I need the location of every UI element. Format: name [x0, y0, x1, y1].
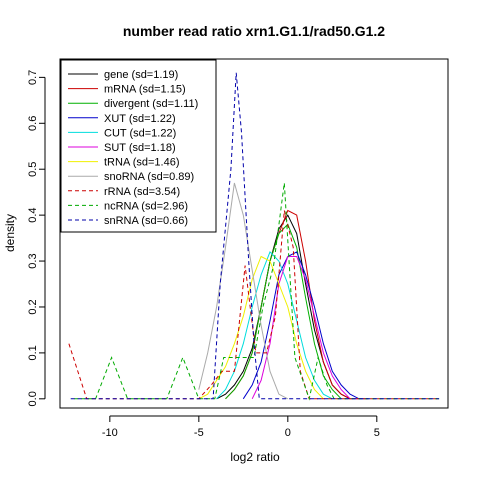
- y-tick-label-7: 0.7: [27, 70, 39, 85]
- legend-label-4: CUT (sd=1.22): [104, 127, 176, 139]
- x-axis-label: log2 ratio: [230, 450, 280, 464]
- series-line-3: [242, 251, 368, 400]
- y-axis-label: density: [3, 214, 17, 252]
- y-tick-label-3: 0.3: [27, 253, 39, 268]
- y-tick-label-6: 0.6: [27, 116, 39, 131]
- legend-label-6: tRNA (sd=1.46): [104, 157, 180, 169]
- legend-label-0: gene (sd=1.19): [104, 69, 178, 81]
- plot-frame: [59, 58, 449, 409]
- y-tick-label-0: 0.0: [27, 391, 39, 406]
- series-line-10: [70, 72, 440, 400]
- legend-label-5: SUT (sd=1.18): [104, 142, 176, 154]
- legend-label-7: snoRNA (sd=0.89): [104, 171, 194, 183]
- y-tick-label-2: 0.2: [27, 299, 39, 314]
- legend-label-1: mRNA (sd=1.15): [104, 84, 186, 96]
- legend-label-9: ncRNA (sd=2.96): [104, 200, 188, 212]
- axes-layer: -10 -5 0 5 0.0 0.1 0.2 0.3 0.4 0.5 0.6 0.7: [27, 58, 449, 439]
- x-tick-label-3: 5: [374, 427, 380, 439]
- y-tick-label-5: 0.5: [27, 162, 39, 177]
- x-tick-label-2: 0: [285, 427, 291, 439]
- x-tick-label-0: -10: [102, 427, 118, 439]
- y-tick-label-4: 0.4: [27, 207, 39, 222]
- legend-label-8: rRNA (sd=3.54): [104, 186, 180, 198]
- series-line-8: [68, 210, 440, 400]
- y-tick-label-1: 0.1: [27, 345, 39, 360]
- x-tick-label-1: -5: [194, 427, 204, 439]
- series-layer: [68, 72, 440, 401]
- series-line-5: [251, 256, 359, 400]
- series-line-6: [198, 255, 324, 400]
- chart-title: number read ratio xrn1.G1.1/rad50.G1.2: [123, 23, 385, 39]
- legend-label-3: XUT (sd=1.22): [104, 113, 176, 125]
- series-line-9: [74, 182, 440, 401]
- legend: gene (sd=1.19) mRNA (sd=1.15) divergent (s…: [60, 59, 217, 233]
- legend-label-10: snRNA (sd=0.66): [104, 215, 188, 227]
- legend-label-2: divergent (sd=1.11): [104, 98, 198, 110]
- series-line-7: [198, 182, 289, 400]
- series-line-1: [225, 209, 351, 400]
- legend-box: [60, 59, 217, 233]
- series-line-4: [216, 250, 333, 400]
